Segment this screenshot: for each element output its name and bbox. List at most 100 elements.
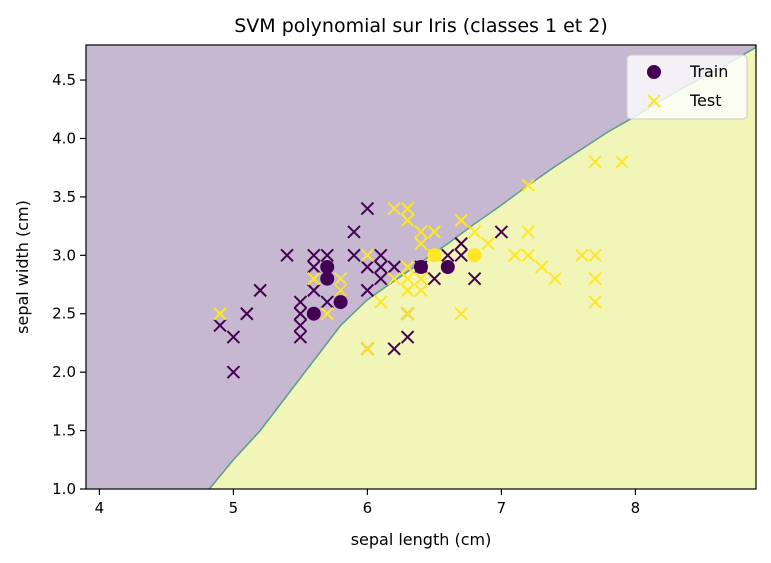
y-tick-label-6: 4.0 xyxy=(52,129,76,147)
train-class2-point-1 xyxy=(467,248,482,263)
test-class1-point-8 xyxy=(293,307,308,321)
test-class2-point-8 xyxy=(387,271,401,286)
legend-test-label: Test xyxy=(689,91,722,110)
train-class1-point-2 xyxy=(320,260,335,274)
test-class2-point-24 xyxy=(467,225,482,239)
train-class1-point-3 xyxy=(333,295,348,310)
legend: Train Test xyxy=(626,54,748,120)
y-tick-label-0: 1.0 xyxy=(52,480,76,498)
test-class2-point-37 xyxy=(615,155,629,169)
test-class2-point-3 xyxy=(333,283,348,298)
test-class1-point-26 xyxy=(387,260,401,274)
test-class1-point-6 xyxy=(293,330,308,344)
y-tick-label-2: 2.0 xyxy=(52,363,76,381)
y-tick-label-1: 1.5 xyxy=(52,422,76,440)
plot-area xyxy=(86,45,757,490)
test-class2-point-5 xyxy=(360,342,375,356)
test-class1-point-4 xyxy=(253,283,267,298)
test-class1-point-21 xyxy=(360,201,375,216)
y-tick-label-3: 2.5 xyxy=(52,305,76,323)
test-class1-point-34 xyxy=(467,271,482,286)
test-class2-point-17 xyxy=(414,271,428,286)
test-class2-point-15 xyxy=(400,201,415,216)
test-class2-point-9 xyxy=(387,201,401,216)
test-class1-point-5 xyxy=(280,248,294,263)
x-axis: 4 5 6 7 8 xyxy=(95,489,641,517)
test-class1-point-24 xyxy=(374,248,388,263)
test-class2-point-33 xyxy=(588,295,602,309)
legend-box xyxy=(626,54,748,120)
test-class2-point-11 xyxy=(400,283,415,298)
test-class2-point-26 xyxy=(508,248,522,263)
test-class1-point-20 xyxy=(360,260,375,274)
test-class1-point-0 xyxy=(213,318,227,333)
test-class2-point-6 xyxy=(360,248,375,263)
test-class2-point-36 xyxy=(588,155,602,169)
x-tick-label-2: 6 xyxy=(363,499,373,517)
y-axis: 1.0 1.5 2.0 2.5 3.0 3.5 4.0 4.5 xyxy=(52,71,86,498)
x-tick-label-4: 8 xyxy=(631,499,641,517)
test-class2-point-1 xyxy=(307,271,321,286)
y-axis-label: sepal width (cm) xyxy=(13,200,32,334)
x-tick-label-1: 5 xyxy=(229,499,239,517)
test-class1-point-12 xyxy=(307,248,321,263)
test-class2-point-35 xyxy=(588,248,602,263)
test-class1-point-13 xyxy=(320,295,334,309)
test-class2-point-22 xyxy=(454,307,468,321)
test-class1-point-35 xyxy=(494,225,509,239)
y-tick-label-7: 4.5 xyxy=(52,71,76,89)
chart-title: SVM polynomial sur Iris (classes 1 et 2) xyxy=(234,15,608,37)
test-class1-point-33 xyxy=(454,236,468,251)
test-class2-point-27 xyxy=(521,248,535,263)
test-class1-point-7 xyxy=(293,318,308,333)
points-layer xyxy=(213,155,629,379)
test-class2-point-20 xyxy=(427,248,442,263)
test-class1-point-14 xyxy=(320,248,334,263)
train-class1-point-1 xyxy=(320,271,335,286)
test-class2-point-4 xyxy=(333,271,348,286)
test-class1-point-30 xyxy=(427,271,442,286)
test-class2-point-14 xyxy=(400,213,415,227)
test-class2-point-31 xyxy=(548,271,562,286)
test-class2-point-30 xyxy=(534,260,549,274)
x-tick-label-0: 4 xyxy=(95,499,105,517)
test-class1-point-2 xyxy=(226,365,241,379)
test-class2-point-16 xyxy=(414,283,428,298)
test-class1-point-11 xyxy=(307,260,321,274)
train-class1-point-5 xyxy=(440,260,455,274)
test-class1-point-9 xyxy=(293,295,308,309)
test-class2-point-18 xyxy=(414,236,428,251)
plot-frame xyxy=(85,44,757,490)
legend-train-label: Train xyxy=(689,62,728,81)
test-class2-point-23 xyxy=(454,213,468,227)
test-class1-point-19 xyxy=(360,283,375,298)
test-class1-point-32 xyxy=(454,248,468,263)
decision-region-class2 xyxy=(209,47,757,490)
test-class1-point-3 xyxy=(240,307,254,321)
test-class2-point-34 xyxy=(588,271,602,286)
test-class1-point-10 xyxy=(307,283,321,298)
test-class2-point-7 xyxy=(374,295,388,309)
x-tick-label-3: 7 xyxy=(497,499,507,517)
test-class2-point-2 xyxy=(320,307,334,321)
test-class1-point-31 xyxy=(441,248,455,263)
test-class1-point-23 xyxy=(374,260,388,274)
test-class2-point-28 xyxy=(521,225,535,239)
y-tick-label-5: 3.5 xyxy=(52,188,76,206)
test-class1-point-1 xyxy=(226,330,241,344)
test-class2-point-0 xyxy=(213,307,227,321)
test-class2-point-13 xyxy=(400,260,415,274)
test-class2-point-19 xyxy=(414,225,428,239)
test-class1-point-17 xyxy=(347,225,361,239)
train-class1-point-0 xyxy=(306,306,321,321)
test-class2-point-29 xyxy=(521,178,535,192)
test-class1-point-16 xyxy=(347,248,361,263)
legend-test-marker xyxy=(647,94,661,108)
test-class1-point-29 xyxy=(414,260,428,274)
test-class2-point-10 xyxy=(400,307,415,321)
y-tick-label-4: 3.0 xyxy=(52,246,76,264)
x-axis-label: sepal length (cm) xyxy=(351,530,492,549)
test-class2-point-32 xyxy=(575,248,589,263)
test-class1-point-27 xyxy=(400,330,415,344)
